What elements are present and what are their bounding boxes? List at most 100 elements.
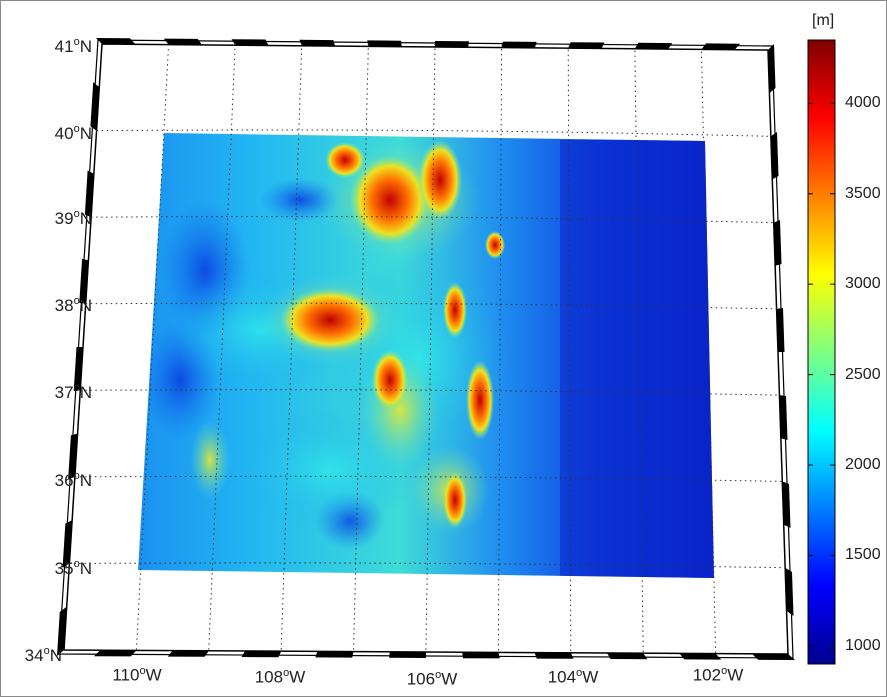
frame-segment	[68, 433, 78, 480]
meridian-line	[700, 48, 717, 654]
latitude-hemisphere: N	[79, 36, 92, 56]
colorbar-tick-label: 3000	[845, 275, 881, 293]
longitude-label: 104oW	[548, 668, 599, 686]
colorbar	[807, 39, 836, 665]
meridian-line	[280, 43, 303, 650]
colorbar-tick-label: 2500	[845, 365, 881, 383]
meridian-line	[353, 43, 369, 650]
colorbar-tick-label: 3500	[845, 184, 881, 202]
degree-symbol: o	[283, 667, 290, 679]
degree-symbol: o	[721, 665, 728, 677]
latitude-label: 35oN	[55, 559, 92, 577]
frame-segment	[785, 567, 794, 616]
frame-segment	[79, 258, 89, 304]
longitude-label: 108oW	[255, 668, 306, 686]
degree-symbol: o	[73, 208, 80, 221]
colorbar-unit: [m]	[812, 12, 835, 29]
frame-segment	[57, 606, 67, 656]
frame-segment	[607, 653, 648, 660]
frame-segment	[389, 651, 426, 658]
frame-segment	[768, 44, 776, 94]
frame-segment	[462, 652, 500, 659]
degree-symbol: o	[73, 382, 80, 395]
degree-symbol: o	[73, 295, 80, 308]
latitude-degrees: 36	[54, 470, 74, 490]
frame-segment	[62, 520, 73, 568]
frame-segment	[167, 650, 209, 657]
latitude-label: 34oN	[25, 646, 62, 664]
longitude-degrees: 108	[254, 667, 284, 687]
frame-segment	[779, 395, 788, 440]
latitude-degrees: 35	[54, 558, 74, 578]
latitude-hemisphere: N	[79, 558, 92, 578]
colorbar-tick-label: 1500	[845, 546, 881, 564]
longitude-degrees: 106	[406, 669, 436, 689]
longitude-label: 102oW	[693, 666, 744, 684]
meridian-line	[567, 45, 572, 652]
latitude-degrees: 38	[54, 295, 74, 315]
longitude-degrees: 110	[112, 665, 140, 685]
frame-segment	[73, 347, 83, 392]
degree-symbol: o	[139, 665, 146, 677]
longitude-hemisphere: W	[145, 665, 162, 685]
longitude-hemisphere: W	[582, 667, 599, 687]
latitude-degrees: 34	[24, 645, 44, 665]
latitude-hemisphere: N	[79, 470, 92, 490]
meridian-line	[135, 43, 170, 650]
degree-symbol: o	[576, 667, 583, 679]
latitude-degrees: 37	[54, 382, 74, 402]
colorbar-tick-label: 4000	[845, 94, 881, 112]
latitude-hemisphere: N	[49, 645, 62, 665]
frame-segment	[231, 39, 269, 46]
frame-segment	[163, 38, 202, 45]
frame-segment	[84, 170, 94, 218]
longitude-hemisphere: W	[727, 665, 744, 685]
colorbar-scale	[807, 39, 836, 665]
frame-segment	[367, 40, 402, 47]
frame-segment	[782, 481, 791, 528]
frame-segment	[534, 652, 574, 659]
latitude-hemisphere: N	[79, 295, 92, 315]
degree-symbol: o	[73, 36, 80, 49]
latitude-label: 40oN	[55, 124, 92, 142]
frame-segment	[90, 82, 100, 131]
colorbar-tick-label: 2000	[845, 456, 881, 474]
frame-segment	[770, 132, 779, 180]
parallel-line	[69, 562, 786, 569]
degree-symbol: o	[435, 669, 442, 681]
frame-segment	[701, 43, 741, 50]
latitude-label: 36oN	[55, 471, 92, 489]
frame-segment	[435, 41, 469, 48]
longitude-degrees: 104	[547, 667, 577, 687]
colorbar-tick-label: 1000	[845, 636, 881, 654]
frame-segment	[299, 39, 336, 47]
frame-segment	[568, 42, 605, 49]
parallel-line	[91, 216, 774, 224]
meridian-line	[425, 43, 436, 650]
meridian-line	[497, 44, 503, 651]
latitude-hemisphere: N	[79, 382, 92, 402]
graticule	[69, 43, 786, 654]
frame-segment	[776, 308, 785, 352]
latitude-degrees: 40	[54, 123, 74, 143]
degree-symbol: o	[73, 558, 80, 571]
latitude-hemisphere: N	[79, 208, 92, 228]
longitude-label: 110oW	[112, 666, 161, 684]
elevation-raster	[138, 133, 714, 578]
frame-segment	[773, 220, 782, 266]
frame-segment	[241, 651, 282, 658]
frame-segment	[679, 653, 722, 660]
longitude-label: 106oW	[407, 670, 458, 688]
frame-segment	[93, 650, 137, 657]
latitude-label: 38oN	[55, 296, 92, 314]
latitude-label: 41oN	[55, 37, 92, 55]
latitude-label: 37oN	[55, 383, 92, 401]
meridian-line	[634, 46, 644, 653]
latitude-degrees: 39	[54, 208, 74, 228]
frame-segment	[315, 651, 354, 658]
longitude-hemisphere: W	[289, 667, 306, 687]
degree-symbol: o	[43, 645, 50, 658]
latitude-label: 39oN	[55, 209, 92, 227]
latitude-hemisphere: N	[79, 123, 92, 143]
